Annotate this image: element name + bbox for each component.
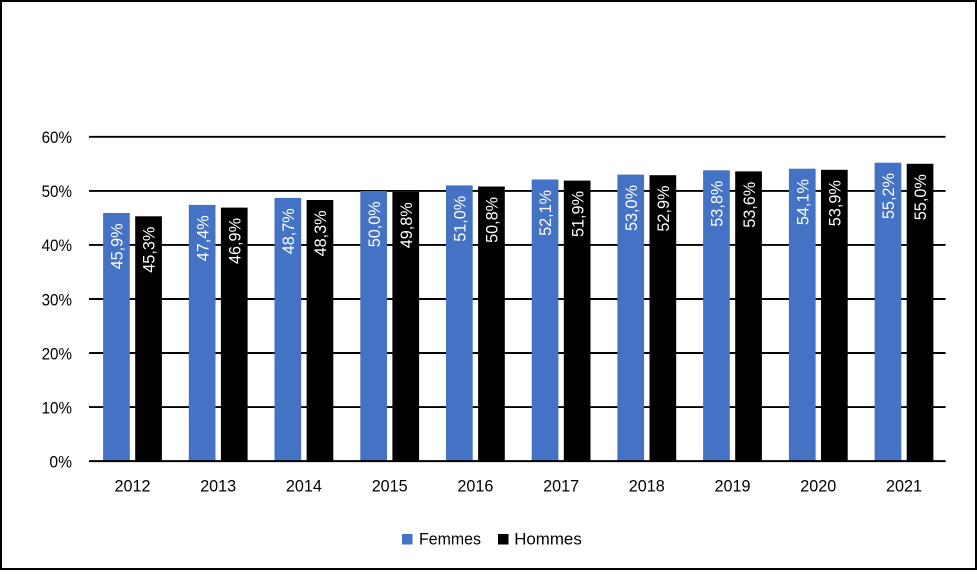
svg-text:20%: 20% xyxy=(42,344,72,363)
svg-text:2014: 2014 xyxy=(286,476,322,495)
svg-text:54,1%: 54,1% xyxy=(793,179,812,225)
svg-text:40%: 40% xyxy=(42,236,72,255)
svg-text:52,9%: 52,9% xyxy=(654,186,673,232)
svg-text:2013: 2013 xyxy=(200,476,236,495)
svg-text:55,0%: 55,0% xyxy=(911,174,930,220)
svg-text:2019: 2019 xyxy=(715,476,751,495)
svg-text:53,6%: 53,6% xyxy=(740,182,759,228)
svg-text:2020: 2020 xyxy=(800,476,836,495)
svg-text:53,8%: 53,8% xyxy=(708,181,727,227)
svg-text:2012: 2012 xyxy=(115,476,151,495)
svg-text:51,0%: 51,0% xyxy=(451,196,470,242)
svg-text:0%: 0% xyxy=(49,452,72,471)
svg-text:Femmes: Femmes xyxy=(419,530,481,549)
svg-text:50%: 50% xyxy=(42,182,72,201)
svg-text:Hommes: Hommes xyxy=(514,530,582,549)
svg-text:45,3%: 45,3% xyxy=(140,227,159,273)
svg-text:55,2%: 55,2% xyxy=(879,173,898,219)
svg-text:50,0%: 50,0% xyxy=(365,201,384,247)
svg-text:2018: 2018 xyxy=(629,476,665,495)
svg-text:2016: 2016 xyxy=(457,476,493,495)
svg-text:53,0%: 53,0% xyxy=(622,185,641,231)
svg-text:52,1%: 52,1% xyxy=(536,190,555,236)
svg-text:10%: 10% xyxy=(42,398,72,417)
svg-text:49,8%: 49,8% xyxy=(397,202,416,248)
svg-text:2017: 2017 xyxy=(543,476,579,495)
svg-text:48,3%: 48,3% xyxy=(311,210,330,256)
svg-text:51,9%: 51,9% xyxy=(568,191,587,237)
svg-text:47,4%: 47,4% xyxy=(193,215,212,261)
svg-text:48,7%: 48,7% xyxy=(279,208,298,254)
svg-text:46,9%: 46,9% xyxy=(226,218,245,264)
svg-text:30%: 30% xyxy=(42,290,72,309)
svg-text:45,9%: 45,9% xyxy=(108,223,127,269)
svg-text:2015: 2015 xyxy=(372,476,408,495)
svg-text:2021: 2021 xyxy=(886,476,922,495)
svg-text:53,9%: 53,9% xyxy=(826,180,845,226)
svg-text:50,8%: 50,8% xyxy=(483,197,502,243)
svg-text:60%: 60% xyxy=(42,128,72,147)
